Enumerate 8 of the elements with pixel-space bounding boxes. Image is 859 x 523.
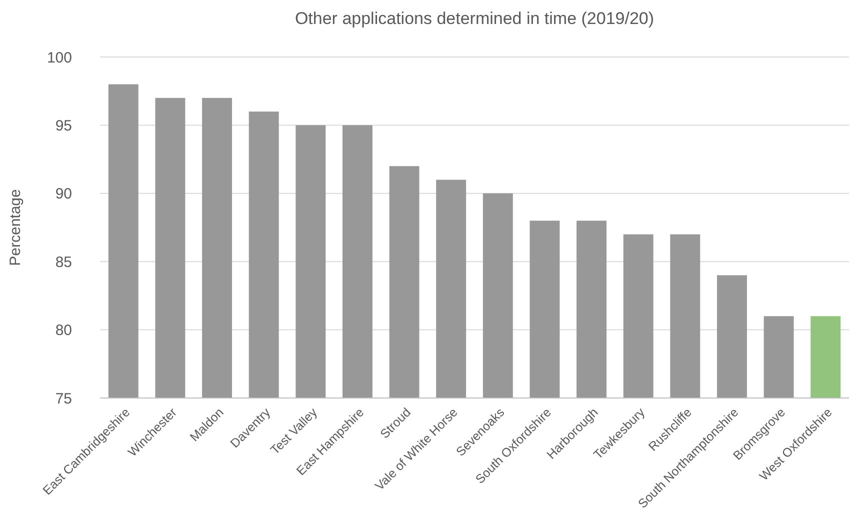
y-tick-label: 75 — [55, 390, 72, 408]
y-tick-label: 85 — [55, 254, 72, 271]
y-tick-label: 95 — [55, 117, 72, 134]
chart-title: Other applications determined in time (2019/20) — [294, 9, 654, 28]
y-tick-label: 80 — [55, 322, 72, 340]
y-axis-title: Percentage — [7, 189, 24, 266]
y-tick-label: 90 — [55, 186, 72, 203]
y-tick-label: 100 — [46, 49, 72, 66]
